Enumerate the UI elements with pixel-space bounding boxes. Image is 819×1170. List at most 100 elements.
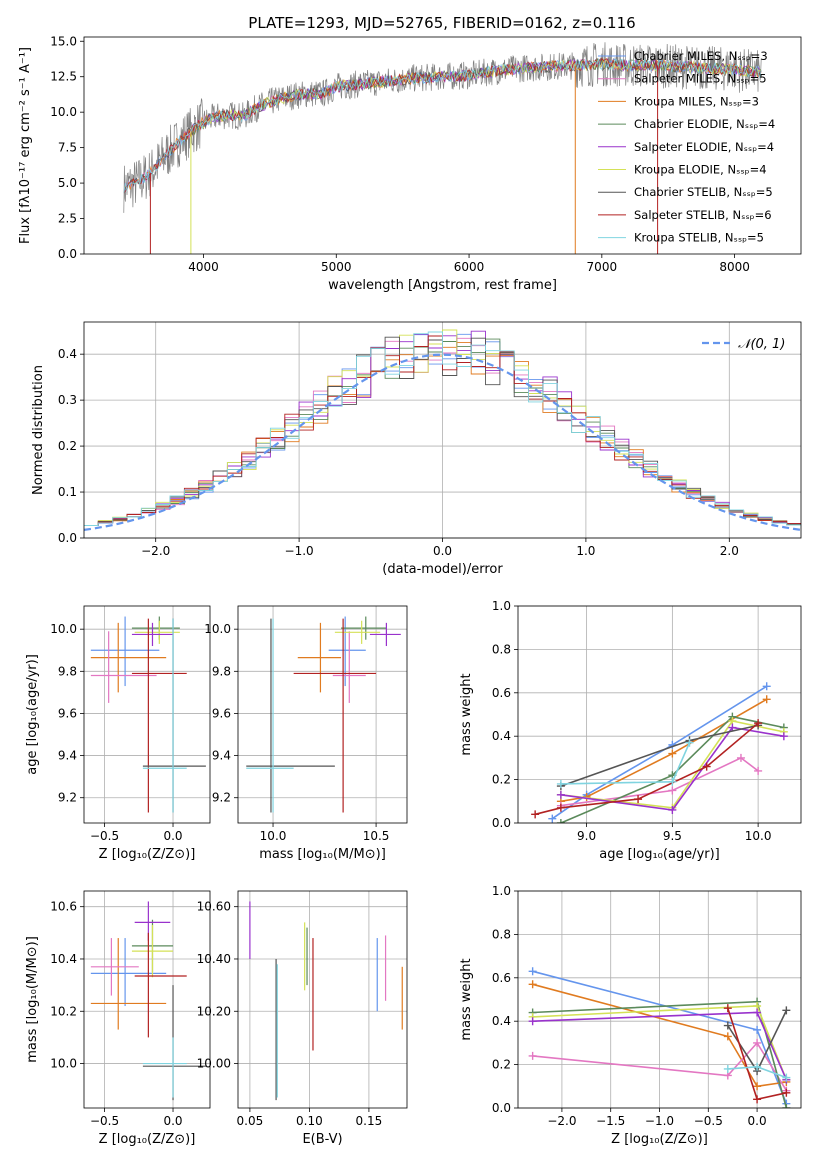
panel-mass_vs_Z: −0.5 0.0 10.0 10.2 10.4 10.6 Z [log₁₀(Z/Z⊙)] ma… [25, 890, 211, 1147]
x-tick-label: 10.0 [260, 829, 287, 843]
x-tick-label: 0.05 [237, 1114, 264, 1128]
series-point-salpeter_elodie [753, 1008, 762, 1017]
y-tick-label: 0.6 [492, 971, 511, 985]
y-tick-label: 10.4 [50, 952, 77, 966]
x-tick-label: 5000 [321, 260, 352, 274]
y-axis-label: Flux [fλ10⁻¹⁷ erg cm⁻² s⁻¹ A⁻¹] [18, 47, 33, 244]
series-point-chabrier_stelib [723, 1021, 732, 1030]
plot-area [90, 901, 206, 1101]
y-tick-label: 10.60 [197, 900, 231, 914]
x-axis-label: Z [log₁₀(Z/Z⊙)] [99, 847, 196, 862]
series-line-chabrier_stelib [560, 724, 759, 787]
x-axis-label: E(B-V) [302, 1132, 342, 1147]
y-tick-label: 0.0 [492, 816, 511, 830]
y-tick-label: 2.5 [58, 212, 77, 226]
x-tick-label: −0.5 [90, 829, 119, 843]
plot-area [123, 42, 762, 254]
x-tick-label: 6000 [454, 260, 485, 274]
x-tick-label: −1.5 [596, 1114, 625, 1128]
y-tick-label: 0.0 [58, 247, 77, 261]
y-tick-label: 1.0 [492, 884, 511, 898]
y-axis-label: age [log₁₀(age/yr)] [25, 654, 40, 775]
series-point-chabrier_stelib [782, 1006, 791, 1015]
x-tick-label: −0.5 [694, 1114, 723, 1128]
y-tick-label: 0.2 [492, 773, 511, 787]
y-tick-label: 10.0 [50, 1057, 77, 1071]
legend-label-kroupa_elodie: Kroupa ELODIE, Nₛₛₚ=4 [634, 163, 767, 177]
legend-label-kroupa_stelib: Kroupa STELIB, Nₛₛₚ=5 [634, 231, 764, 245]
series-line-salpeter_miles [532, 1041, 788, 1092]
series-point-salpeter_stelib [531, 810, 540, 819]
panel-weight_vs_Z: −2.0 −1.5 −1.0 −0.5 0.0 0.0 0.2 0.4 0.6 0.8 1.0 Z [… [459, 884, 802, 1147]
normal-curve [84, 353, 801, 531]
legend-label-normal: 𝒩(0, 1) [738, 337, 785, 352]
series-point-kroupa_stelib [723, 1064, 732, 1073]
x-tick-label: 0.0 [433, 544, 452, 558]
y-tick-label: 10.00 [197, 1057, 231, 1071]
y-axis-label: Normed distribution [31, 365, 46, 495]
x-tick-label: 8000 [719, 260, 750, 274]
y-tick-label: 5.0 [58, 176, 77, 190]
x-tick-label: 10.0 [745, 829, 772, 843]
y-tick-label: 9.4 [58, 749, 77, 763]
x-axis-label: (data-model)/error [382, 562, 503, 577]
y-tick-label: 0.8 [492, 642, 511, 656]
y-tick-label: 9.6 [58, 706, 77, 720]
y-axis-label: mass [log₁₀(M/M⊙)] [25, 936, 40, 1063]
y-tick-label: 9.2 [212, 791, 231, 805]
y-tick-label: 0.4 [492, 1014, 511, 1028]
y-tick-label: 9.6 [212, 706, 231, 720]
series-point-salpeter_stelib [782, 1088, 791, 1097]
series-point-salpeter_stelib [754, 719, 763, 728]
x-axis-label: age [log₁₀(age/yr)] [599, 847, 720, 862]
panel-residuals: −2.0 −1.0 0.0 1.0 2.0 0.0 0.1 0.2 0.3 0.4 (data-mo… [31, 321, 802, 577]
plot-area [84, 329, 801, 531]
x-tick-label: −2.0 [547, 1114, 576, 1128]
chart-title: PLATE=1293, MJD=52765, FIBERID=0162, z=0… [248, 14, 635, 32]
plot-area [528, 967, 791, 1108]
y-tick-label: 10.40 [197, 952, 231, 966]
x-tick-label: −1.0 [285, 544, 314, 558]
series-point-kroupa_miles [762, 695, 771, 704]
y-axis-label: mass weight [459, 673, 474, 755]
legend-label-salpeter_elodie: Salpeter ELODIE, Nₛₛₚ=4 [634, 140, 774, 154]
axes-frame [517, 605, 802, 824]
series-point-kroupa_miles [528, 980, 537, 989]
y-axis-label: mass weight [459, 958, 474, 1040]
panel-spectrum: 4000 5000 6000 7000 8000 0.0 2.5 5.0 7.5 10.0 12.5… [18, 34, 802, 293]
y-tick-label: 10.2 [50, 1004, 77, 1018]
series-point-salpeter_stelib [556, 803, 565, 812]
legend: Chabrier MILES, Nₛₛₚ=3 Salpeter MILES, Nₛ… [598, 49, 775, 245]
y-tick-label: 10.20 [197, 1004, 231, 1018]
series-point-chabrier_elodie [782, 1104, 791, 1108]
x-tick-label: −0.5 [90, 1114, 119, 1128]
plot-area [90, 616, 206, 813]
series-point-salpeter_stelib [753, 1095, 762, 1104]
series-point-salpeter_miles [736, 753, 745, 762]
axes-frame [83, 36, 802, 255]
legend-label-chabrier_miles: Chabrier MILES, Nₛₛₚ=3 [634, 49, 768, 63]
series-point-salpeter_elodie [528, 1017, 537, 1026]
axes-frame [83, 605, 211, 824]
x-tick-label: 4000 [188, 260, 219, 274]
series-point-chabrier_miles [762, 682, 771, 691]
y-tick-label: 9.4 [212, 749, 231, 763]
series-line-kroupa_miles [532, 983, 787, 1088]
legend-label-salpeter_miles: Salpeter MILES, Nₛₛₚ=5 [634, 72, 767, 86]
series-point-salpeter_miles [754, 766, 763, 775]
plot-area [246, 616, 401, 813]
series-point-chabrier_miles [753, 1025, 762, 1034]
axes-frame [517, 890, 802, 1109]
x-tick-label: 2.0 [720, 544, 739, 558]
x-tick-label: 0.0 [163, 1114, 182, 1128]
y-tick-label: 0.6 [492, 686, 511, 700]
x-tick-label: 9.5 [663, 829, 682, 843]
panel-mass_vs_ebv: 0.05 0.10 0.15 10.00 10.20 10.40 10.60 E(B-V) [197, 890, 408, 1147]
panel-age_vs_Z: −0.5 0.0 9.2 9.4 9.6 9.8 10.0 Z [log₁₀(Z/Z⊙)] ag… [25, 605, 211, 862]
series-point-salpeter_stelib [723, 1004, 732, 1013]
y-tick-label: 0.3 [58, 393, 77, 407]
axes-frame [83, 321, 802, 539]
axes-frame [237, 890, 408, 1109]
series-point-kroupa_miles [668, 749, 677, 758]
